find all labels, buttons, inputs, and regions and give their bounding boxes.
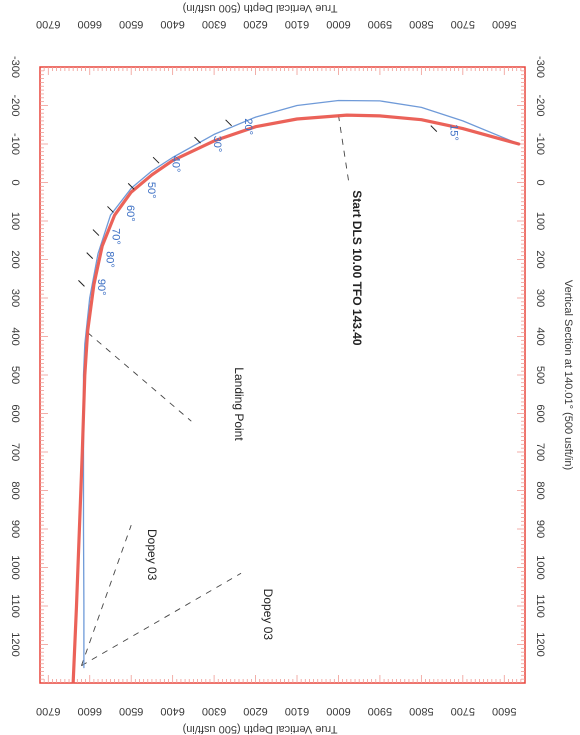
vs-tick-label-left: -300 [9,56,21,78]
annotation-leader [338,115,350,183]
vs-tick-label-left: 0 [9,179,21,185]
vs-tick-label-left: 1000 [9,555,21,579]
vs-tick-label-right: -200 [534,94,546,116]
survey-marker [92,229,100,236]
annotation-text: Dopey 03 [145,529,159,581]
top-axis-title: True Vertical Depth (500 usft/in) [183,2,338,14]
tvd-tick-label-top: 5700 [451,18,475,30]
tvd-tick-label-bottom: 6600 [78,705,102,717]
vs-tick-label-left: 700 [9,443,21,461]
vs-tick-label-left: 300 [9,289,21,307]
vs-tick-label-left: -100 [9,133,21,155]
vs-tick-label-right: -100 [534,133,546,155]
vs-tick-label-right: 400 [534,327,546,345]
tvd-tick-label-top: 5800 [409,18,433,30]
vs-tick-label-right: 1200 [534,632,546,656]
vs-tick-label-right: 300 [534,289,546,307]
vs-tick-label-right: 800 [534,481,546,499]
annotation-leader [81,572,242,667]
tvd-tick-label-bottom: 5900 [368,705,392,717]
annotation-text: Start DLS 10.00 TFO 143.40 [350,190,364,346]
inclination-label: 60° [124,205,136,222]
tvd-tick-label-top: 6500 [119,18,143,30]
vs-tick-label-right: 500 [534,366,546,384]
vs-tick-label-right: 1100 [534,594,546,618]
inclination-label: 15° [447,124,459,141]
tvd-tick-label-bottom: 5700 [451,705,475,717]
annotation-leader [87,332,192,422]
tvd-tick-label-top: 6000 [326,18,350,30]
well-paths [71,99,521,684]
axis-tick-labels: 5600560057005700580058005900590060006000… [9,18,546,717]
tvd-tick-label-bottom: 6300 [202,705,226,717]
vs-tick-label-left: -200 [9,94,21,116]
vs-tick-label-right: 200 [534,250,546,268]
survey-marker [78,280,85,287]
vs-tick-label-left: 1200 [9,632,21,656]
survey-marker [127,182,135,190]
tvd-tick-label-bottom: 6500 [119,705,143,717]
annotation-text: Dopey 03 [261,589,275,641]
tvd-tick-label-top: 6100 [285,18,309,30]
inclination-label: 80° [103,251,115,268]
tvd-tick-label-top: 5900 [368,18,392,30]
vs-tick-label-right: 900 [534,520,546,538]
tvd-tick-label-bottom: 6100 [285,705,309,717]
tvd-tick-label-bottom: 5600 [492,705,516,717]
plan-well-path [71,113,521,684]
survey-marker [86,252,94,260]
bottom-axis-title: True Vertical Depth (500 usft/in) [183,723,338,735]
tvd-tick-label-bottom: 6000 [326,705,350,717]
vs-tick-label-right: 700 [534,443,546,461]
annotation-text: Landing Point [232,367,246,441]
vs-tick-label-left: 800 [9,481,21,499]
vs-tick-label-right: 100 [534,212,546,230]
survey-marker [194,136,201,144]
vs-tick-label-left: 500 [9,366,21,384]
tvd-tick-label-bottom: 5800 [409,705,433,717]
survey-markers [78,119,438,287]
annotation-leader [81,524,132,666]
annotation-leaders [81,115,350,667]
tvd-tick-label-top: 6400 [160,18,184,30]
inclination-label: 90° [95,279,107,296]
annotations: Start DLS 10.00 TFO 143.40 Landing Point D… [145,190,364,640]
inclination-label: 40° [170,156,182,173]
inclination-labels: 15° 20° 30° 40° 50° 60°70° 80° 90° [95,118,459,295]
tvd-tick-label-top: 6200 [243,18,267,30]
inclination-label: 70° [110,228,122,245]
inclination-label: 20° [242,118,254,135]
vs-tick-label-left: 1100 [9,594,21,618]
tvd-tick-label-bottom: 6400 [160,705,184,717]
tvd-tick-label-top: 6600 [78,18,102,30]
vs-tick-label-left: 200 [9,250,21,268]
tvd-tick-label-top: 6700 [36,18,60,30]
vs-tick-label-right: 0 [534,179,546,185]
vs-tick-label-right: -300 [534,56,546,78]
vs-tick-label-left: 600 [9,404,21,422]
vs-tick-label-left: 400 [9,327,21,345]
tvd-tick-label-top: 5600 [492,18,516,30]
axis-ticks [40,67,525,683]
inclination-label: 30° [211,136,223,153]
survey-marker [152,156,160,164]
tvd-tick-label-top: 6300 [202,18,226,30]
vs-tick-label-left: 100 [9,212,21,230]
plot-frame [39,66,526,684]
vs-tick-label-right: 600 [534,404,546,422]
right-axis-title: Vertical Section at 140.01° (500 usft/in… [562,280,574,470]
survey-marker [225,119,232,127]
tvd-tick-label-bottom: 6700 [36,705,60,717]
survey-marker [107,206,114,213]
survey-marker [430,125,438,132]
vs-tick-label-left: 900 [9,520,21,538]
vs-tick-label-right: 1000 [534,555,546,579]
tvd-tick-label-bottom: 6200 [243,705,267,717]
inclination-label: 50° [145,182,157,199]
